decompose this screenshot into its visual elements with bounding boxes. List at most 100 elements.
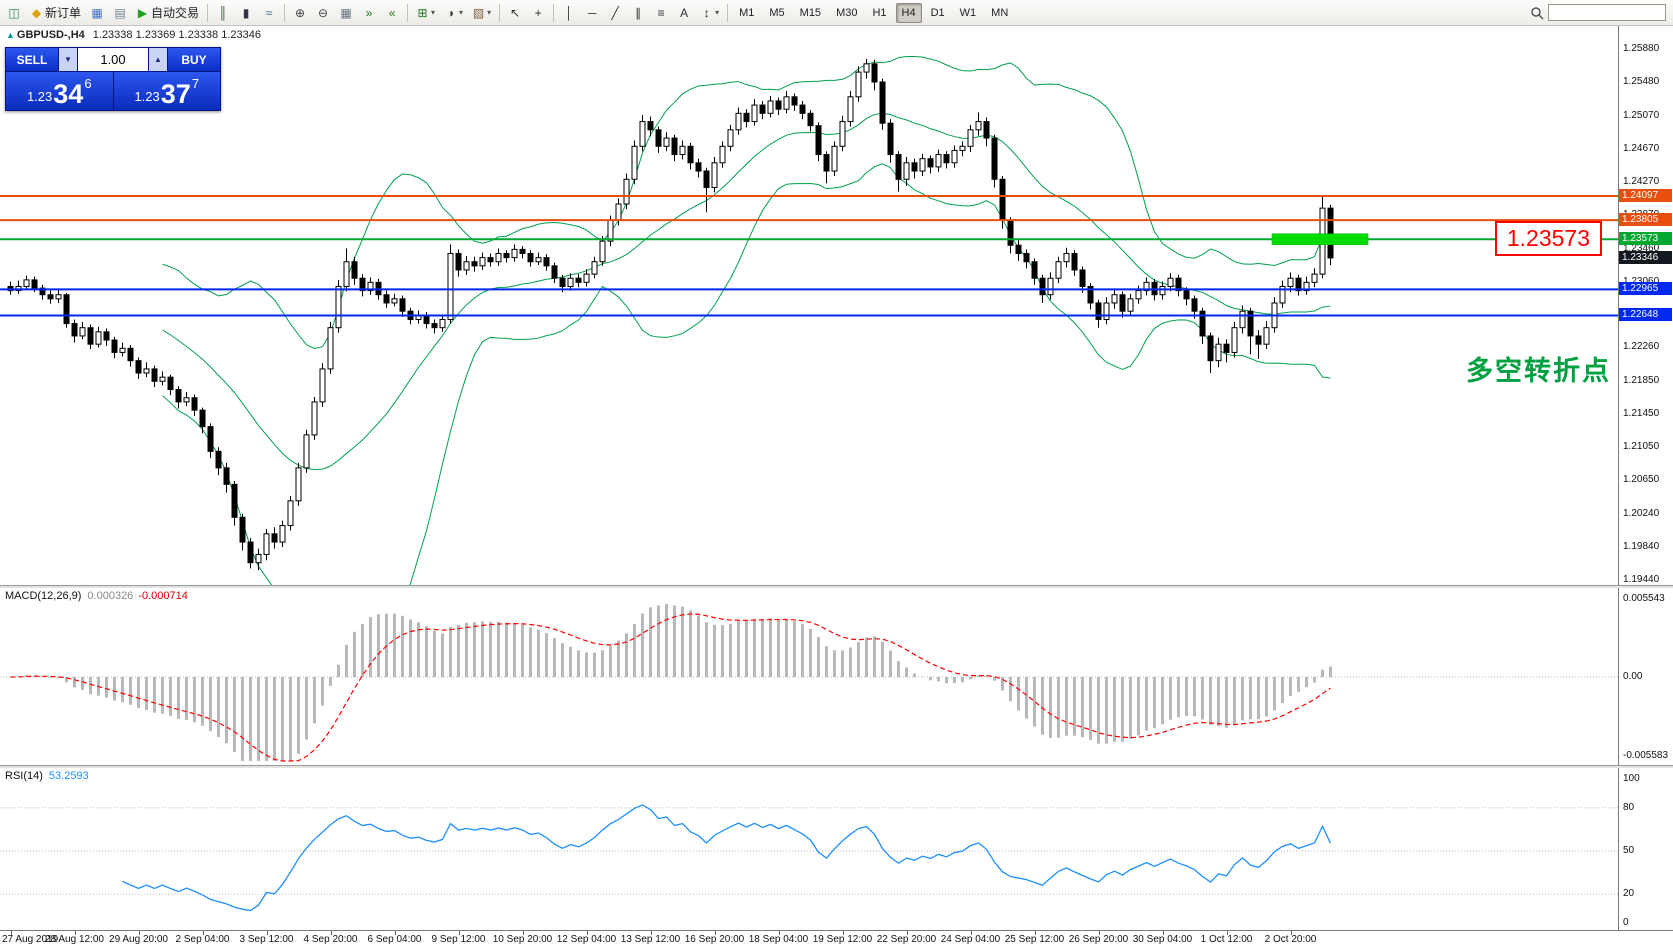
indicators-icon: ⊞ xyxy=(417,5,428,20)
bar-chart-icon: ║ xyxy=(218,5,228,20)
timeframe-m1-button[interactable]: M1 xyxy=(733,3,760,23)
price-tag: 1.22648 xyxy=(1619,308,1672,322)
dropdown-arrow-icon: ▾ xyxy=(459,8,464,17)
timeframe-m15-button[interactable]: M15 xyxy=(794,3,827,23)
price-axis-label: 1.25070 xyxy=(1623,109,1660,121)
sell-button[interactable]: SELL xyxy=(6,48,58,71)
time-axis[interactable]: 27 Aug 2019 28 Aug 12:00 29 Aug 20:00 2 Sep… xyxy=(0,930,1673,947)
time-tick xyxy=(458,931,460,935)
price-axis-label: 1.20650 xyxy=(1623,474,1660,486)
macd-chart[interactable] xyxy=(0,588,1618,765)
time-tick xyxy=(394,931,396,935)
templates-button[interactable]: ▧ ▾ xyxy=(468,2,495,24)
line-chart-icon: ≈ xyxy=(265,5,273,20)
time-axis-label: 28 Aug 12:00 xyxy=(45,934,104,945)
timeframe-m5-button[interactable]: M5 xyxy=(763,3,790,23)
tile-windows-button[interactable]: ▦ xyxy=(335,2,357,24)
fibonacci-button[interactable]: ≡ xyxy=(650,2,672,24)
price-chart[interactable] xyxy=(0,26,1618,585)
price-axis-label: 1.24670 xyxy=(1623,142,1660,154)
timeframe-h1-button[interactable]: H1 xyxy=(866,3,892,23)
zoom-out-icon: ⊖ xyxy=(318,5,329,20)
market-watch-button[interactable]: ▦ xyxy=(86,2,108,24)
timeframe-mn-button[interactable]: MN xyxy=(985,3,1014,23)
price-axis-label: 1.22260 xyxy=(1623,341,1660,353)
buy-button[interactable]: BUY xyxy=(168,48,220,71)
macd-axis-label: 0.005543 xyxy=(1623,593,1665,604)
horizontal-line-button[interactable]: ─ xyxy=(581,2,603,24)
autotrading-button[interactable]: ▶ 自动交易 xyxy=(132,2,203,24)
time-tick xyxy=(266,931,268,935)
rsi-label: RSI(14) 53.2593 xyxy=(5,770,89,782)
price-axis-label: 1.23060 xyxy=(1623,275,1660,287)
volume-increase-button[interactable]: ▲ xyxy=(149,48,167,71)
symbol-search-input[interactable] xyxy=(1548,4,1666,21)
channel-button[interactable]: ∥ xyxy=(627,2,649,24)
price-axis-label: 1.24270 xyxy=(1623,175,1660,187)
sell-price-button[interactable]: 1.23 34 6 xyxy=(6,72,113,110)
crosshair-icon: + xyxy=(534,5,542,20)
bar-chart-button[interactable]: ║ xyxy=(212,2,234,24)
price-axis-label: 1.23460 xyxy=(1623,242,1660,254)
crosshair-button[interactable]: + xyxy=(527,2,549,24)
vertical-line-button[interactable]: │ xyxy=(558,2,580,24)
rsi-line xyxy=(122,804,1332,912)
time-tick xyxy=(906,931,908,935)
vertical-line-icon: │ xyxy=(565,5,573,20)
autotrading-play-icon: ▶ xyxy=(137,5,148,20)
price-axis: 1.25880 1.25480 1.25070 1.24670 1.24270 1.238… xyxy=(1618,26,1673,585)
search-icon xyxy=(1531,6,1544,20)
text-label-button[interactable]: A xyxy=(673,2,695,24)
time-tick xyxy=(1034,931,1036,935)
time-axis-label: 3 Sep 12:00 xyxy=(239,934,294,945)
line-chart-button[interactable]: ≈ xyxy=(258,2,280,24)
time-tick xyxy=(202,931,204,935)
text-icon: A xyxy=(680,5,689,20)
trendline-button[interactable]: ╱ xyxy=(604,2,626,24)
equidistant-channel-icon: ∥ xyxy=(635,5,642,20)
macd-signal-line xyxy=(10,613,1331,762)
toolbar-separator xyxy=(407,3,409,22)
macd-axis: 0.005543 0.00 -0.005583 xyxy=(1618,588,1673,765)
chart-shift-button[interactable]: « xyxy=(381,2,403,24)
timeframe-w1-button[interactable]: W1 xyxy=(954,3,983,23)
turning-point-note[interactable]: 多空转折点 xyxy=(1466,355,1611,386)
time-axis-label: 9 Sep 12:00 xyxy=(431,934,486,945)
timeframe-m30-button[interactable]: M30 xyxy=(830,3,863,23)
indicators-button[interactable]: ⊞ ▾ xyxy=(412,2,439,24)
timeframe-h4-button[interactable]: H4 xyxy=(895,2,922,23)
highlight-rectangle[interactable] xyxy=(1271,233,1369,245)
candlestick-button[interactable]: ▮ xyxy=(235,2,257,24)
auto-scroll-button[interactable]: » xyxy=(358,2,380,24)
cursor-button[interactable]: ↖ xyxy=(504,2,526,24)
chart-window-button[interactable]: ◫ xyxy=(3,2,25,24)
price-callout-label[interactable]: 1.23573 xyxy=(1494,221,1602,256)
buy-price-button[interactable]: 1.23 37 7 xyxy=(113,72,220,110)
new-order-button[interactable]: ◆ 新订单 xyxy=(26,2,85,24)
cursor-icon: ↖ xyxy=(510,5,521,20)
zoom-out-button[interactable]: ⊖ xyxy=(312,2,334,24)
volume-input[interactable] xyxy=(78,48,148,71)
time-axis-label: 24 Sep 04:00 xyxy=(940,934,1001,945)
time-tick xyxy=(1162,931,1164,935)
panel-separator[interactable] xyxy=(0,585,1673,588)
timeframe-d1-button[interactable]: D1 xyxy=(925,3,951,23)
rsi-axis-label: 0 xyxy=(1623,917,1629,928)
level-lines[interactable] xyxy=(0,195,1618,317)
macd-name: MACD(12,26,9) xyxy=(5,590,82,602)
time-tick xyxy=(970,931,972,935)
macd-main-value: 0.000326 xyxy=(87,590,134,602)
periods-button[interactable]: ◑ ▾ xyxy=(440,2,467,24)
volume-decrease-button[interactable]: ▼ xyxy=(59,48,77,71)
dropdown-arrow-icon: ▾ xyxy=(431,8,436,17)
data-window-button[interactable]: ▤ xyxy=(109,2,131,24)
price-tag: 1.23573 xyxy=(1619,232,1672,246)
time-axis-label: 16 Sep 20:00 xyxy=(684,934,745,945)
toolbar-separator xyxy=(727,3,729,22)
main-chart-panel: 1.25880 1.25480 1.25070 1.24670 1.24270 1.238… xyxy=(0,26,1673,585)
rsi-chart[interactable] xyxy=(0,768,1618,930)
arrows-button[interactable]: ↕ ▾ xyxy=(696,2,723,24)
zoom-in-button[interactable]: ⊕ xyxy=(289,2,311,24)
panel-separator[interactable] xyxy=(0,765,1673,768)
price-tag: 1.22965 xyxy=(1619,282,1672,296)
